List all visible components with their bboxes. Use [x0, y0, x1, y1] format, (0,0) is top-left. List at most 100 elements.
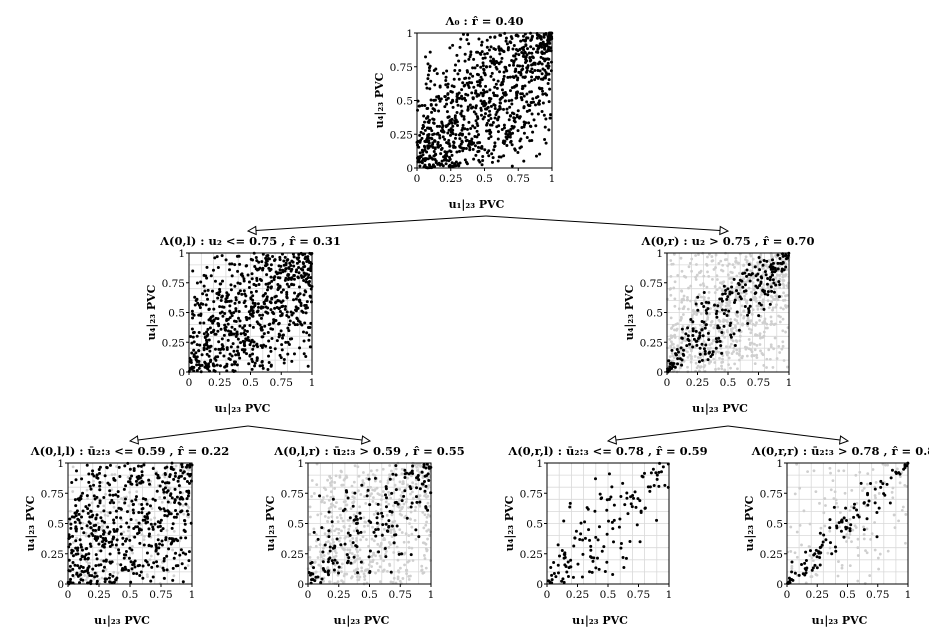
data-point [367, 555, 371, 559]
data-point [168, 475, 172, 479]
data-point [491, 59, 495, 63]
data-point [482, 115, 486, 119]
excluded-point [752, 296, 756, 300]
data-point [162, 490, 166, 494]
x-tick-label: 1 [905, 589, 912, 601]
data-point [193, 295, 197, 299]
data-point [112, 580, 116, 584]
data-point [480, 78, 484, 82]
excluded-point [680, 269, 684, 273]
data-point [233, 362, 237, 366]
data-point [236, 269, 240, 273]
tree-edge-arrow [247, 425, 370, 441]
excluded-point [680, 317, 683, 320]
excluded-point [781, 275, 785, 279]
excluded-point [746, 278, 750, 282]
data-point [119, 525, 123, 529]
data-point [469, 50, 473, 54]
data-point [291, 260, 295, 264]
excluded-point [315, 483, 319, 487]
data-point [466, 33, 470, 37]
excluded-point [69, 509, 72, 513]
data-point [462, 146, 466, 150]
data-point [304, 280, 308, 284]
data-point [704, 343, 708, 347]
data-point [493, 141, 497, 145]
excluded-point [374, 571, 377, 575]
excluded-point [386, 481, 390, 485]
data-point [184, 465, 188, 469]
data-point [97, 527, 101, 531]
data-point [163, 486, 167, 490]
data-point [525, 109, 529, 113]
data-point [149, 522, 153, 526]
data-point [525, 92, 529, 96]
data-point [368, 503, 372, 507]
data-point [409, 505, 413, 509]
data-point [278, 268, 282, 272]
data-point [453, 163, 457, 167]
y-tick-label: 0.75 [41, 488, 64, 500]
data-point [236, 345, 240, 349]
data-point [151, 575, 155, 579]
data-point [539, 55, 543, 59]
data-point [191, 366, 195, 370]
excluded-point [686, 298, 689, 302]
data-point [746, 313, 750, 317]
excluded-point [722, 280, 726, 284]
data-point [578, 537, 582, 541]
excluded-point [762, 283, 766, 287]
data-point [790, 570, 794, 574]
excluded-point [750, 312, 754, 316]
data-point [428, 144, 432, 148]
data-point [293, 323, 297, 327]
data-point [589, 555, 593, 559]
data-point [71, 534, 75, 538]
excluded-point [736, 367, 739, 371]
x-tick-label: 0.75 [747, 377, 770, 389]
excluded-point [330, 515, 334, 519]
data-point [501, 79, 505, 83]
data-point [497, 108, 501, 112]
excluded-point [819, 526, 823, 530]
excluded-point [374, 554, 377, 558]
data-point [471, 66, 475, 70]
excluded-point [718, 281, 722, 285]
data-point [530, 34, 534, 38]
data-point [269, 275, 273, 279]
data-point [369, 521, 373, 525]
data-point [769, 265, 773, 269]
data-point [490, 71, 494, 75]
data-point [476, 141, 480, 145]
data-point [556, 543, 560, 547]
data-point [443, 150, 447, 154]
excluded-point [325, 494, 329, 498]
excluded-point [670, 351, 674, 355]
excluded-point [707, 296, 711, 300]
data-point [303, 303, 307, 307]
data-point [774, 283, 778, 287]
data-point [610, 485, 614, 489]
data-point [292, 273, 296, 277]
data-point [434, 161, 438, 165]
data-point [481, 56, 485, 60]
data-point [316, 537, 320, 541]
excluded-point [343, 525, 346, 529]
data-point [91, 534, 95, 538]
data-point [139, 528, 143, 532]
excluded-point [809, 575, 813, 579]
data-point [353, 491, 357, 495]
data-point [496, 159, 500, 163]
data-point [264, 264, 268, 268]
data-point [770, 273, 774, 277]
data-point [277, 321, 281, 325]
data-point [881, 482, 885, 486]
data-point [259, 316, 263, 320]
excluded-point [669, 259, 673, 262]
data-point [258, 313, 262, 317]
data-point [619, 495, 623, 499]
excluded-point [344, 474, 348, 478]
data-point [702, 290, 706, 294]
data-point [234, 334, 238, 338]
data-point [280, 343, 284, 347]
